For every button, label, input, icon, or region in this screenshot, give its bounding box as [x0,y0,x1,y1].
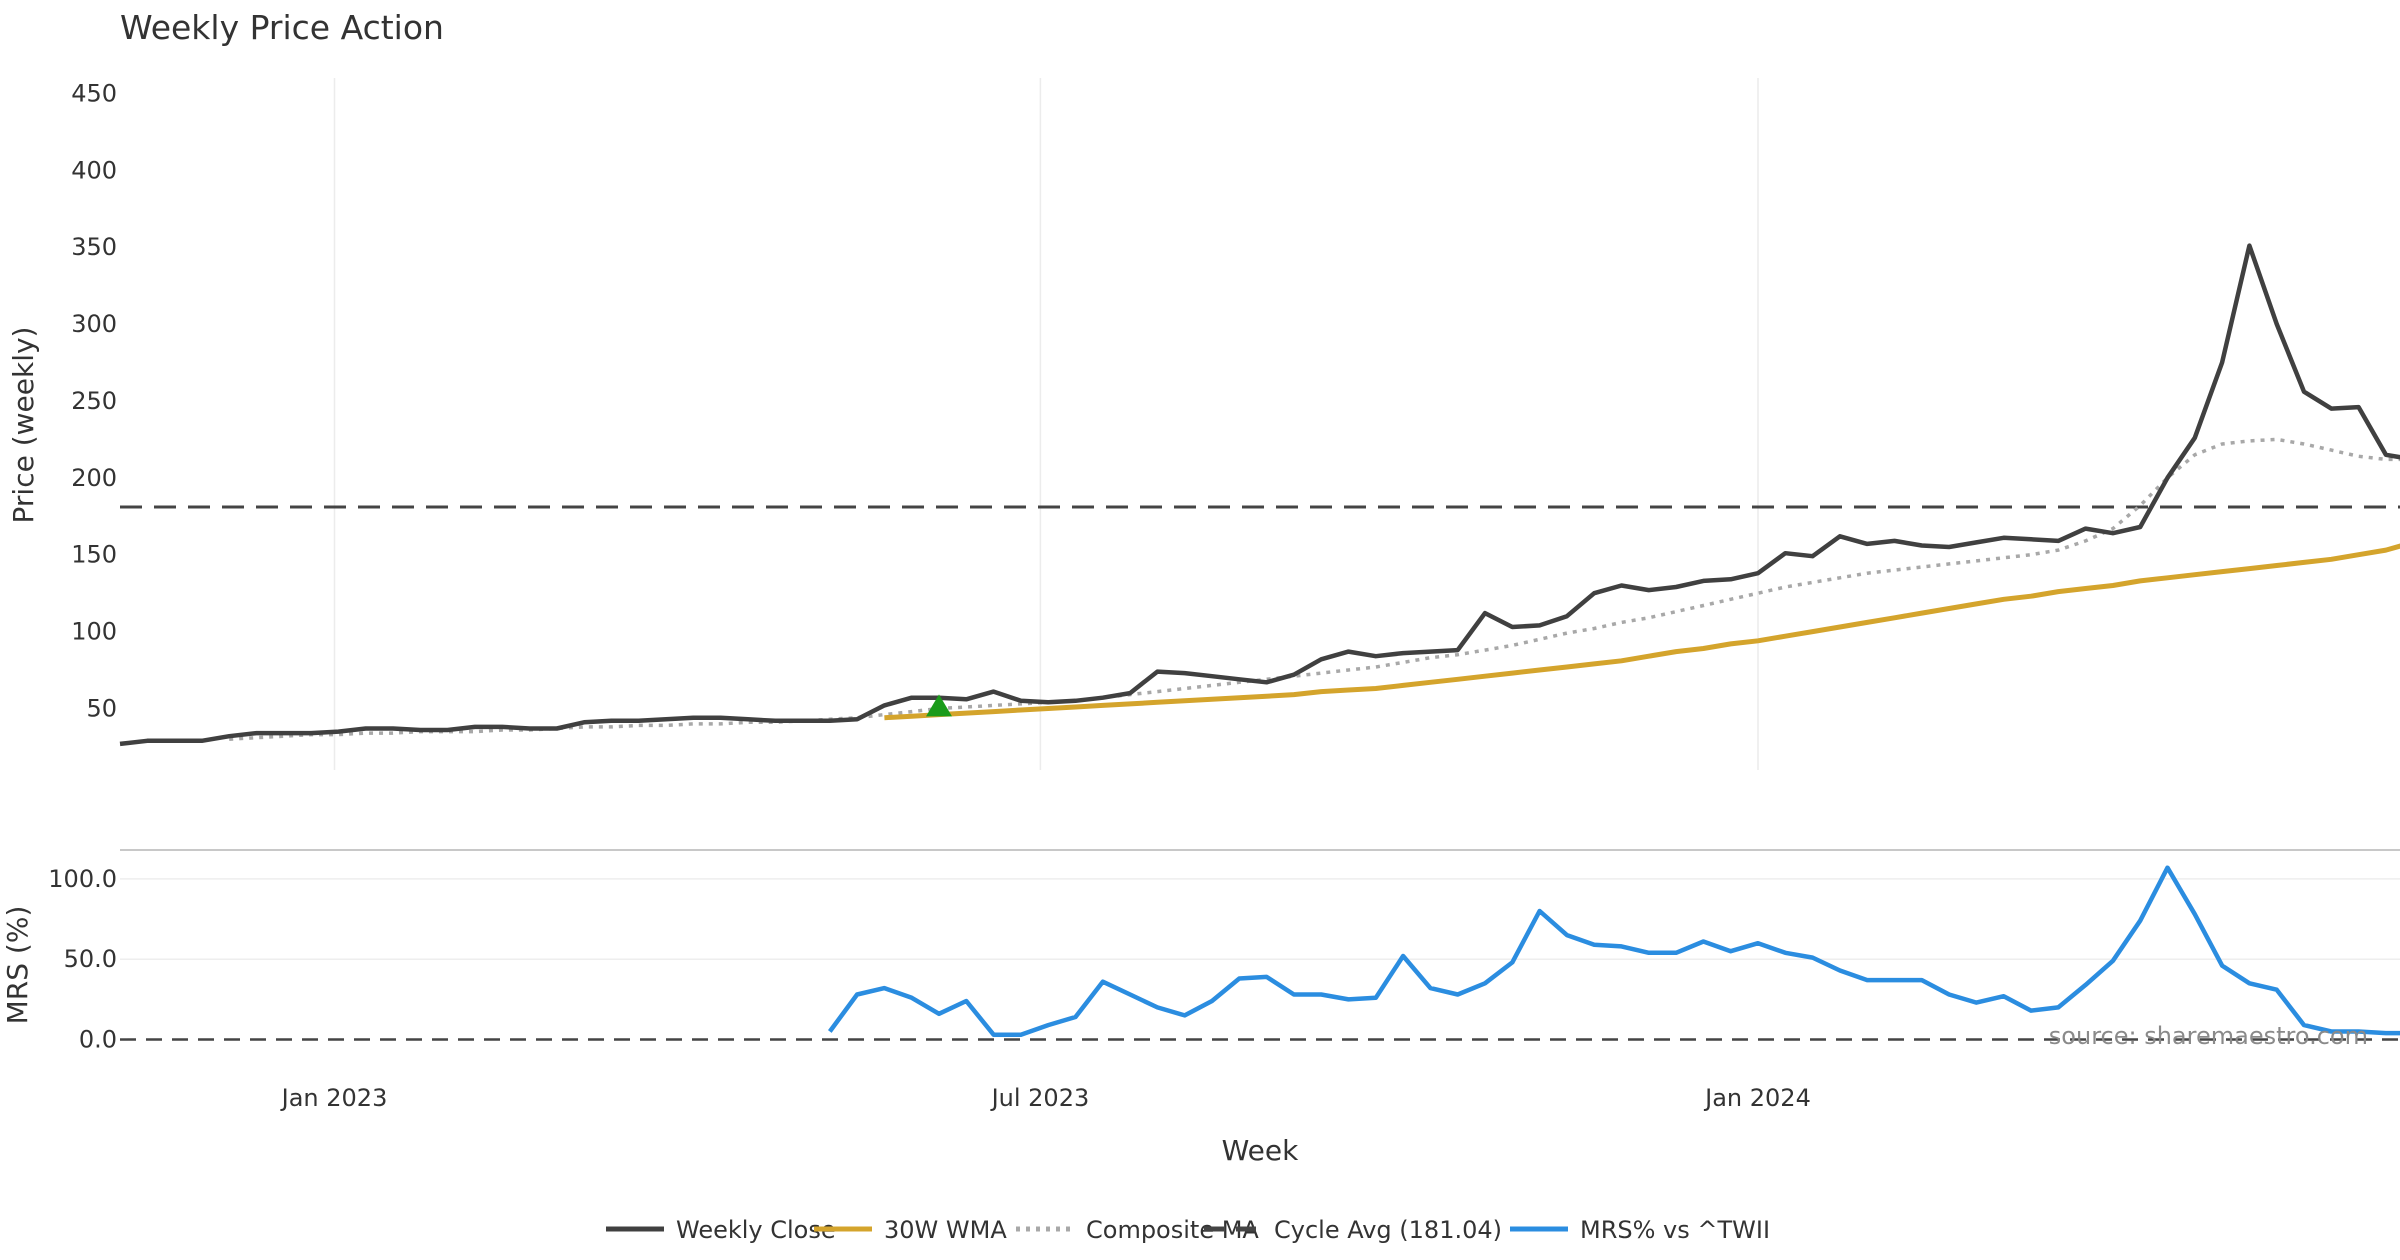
series-mrs-vs-twii [827,865,2400,1037]
legend: Weekly Close 30W WMA Composite MA Cycle Avg… [606,1216,1770,1244]
price-y-tick-label: 250 [71,387,117,415]
x-tick-label: Jul 2023 [990,1084,1090,1112]
mrs-y-tick-label: 50.0 [64,945,117,973]
price-y-tick-label: 300 [71,310,117,338]
mrs-series [827,865,2400,1037]
price-y-tick-label: 100 [71,618,117,646]
price-y-axis-label: Price (weekly) [7,327,40,524]
price-y-tick-label: 350 [71,233,117,261]
legend-label: Weekly Close [676,1216,836,1244]
mrs-y-axis-label: MRS (%) [1,906,34,1025]
price-y-axis: 50 100 150 200 250 300 350 400 450 [71,79,117,722]
x-tick-label: Jan 2023 [280,1084,388,1112]
mrs-y-tick-label: 100.0 [48,865,117,893]
legend-label: Cycle Avg (181.04) [1274,1216,1502,1244]
x-axis-label: Week [1222,1134,1299,1167]
source-note: source: sharemaestro.com [2049,1022,2368,1050]
mrs-y-tick-label: 0.0 [79,1026,117,1054]
series-weekly-close [119,243,2400,747]
mrs-grid [120,878,2400,960]
series-30w-wma [884,543,2400,721]
legend-label: 30W WMA [884,1216,1007,1244]
x-tick-label: Jan 2024 [1703,1084,1811,1112]
legend-label: Composite MA [1086,1216,1259,1244]
signal-markers [926,694,952,717]
legend-label: MRS% vs ^TWII [1580,1216,1770,1244]
buy-signal-marker [926,694,952,717]
price-series [119,243,2400,747]
price-grid [333,78,1759,770]
series-composite-ma [229,437,2400,741]
price-y-tick-label: 50 [86,694,117,722]
price-y-tick-label: 200 [71,464,117,492]
price-y-tick-label: 400 [71,156,117,184]
mrs-y-axis: 0.0 50.0 100.0 [48,865,117,1054]
price-y-tick-label: 150 [71,541,117,569]
chart-title: Weekly Price Action [120,8,444,47]
price-y-tick-label: 450 [71,79,117,107]
